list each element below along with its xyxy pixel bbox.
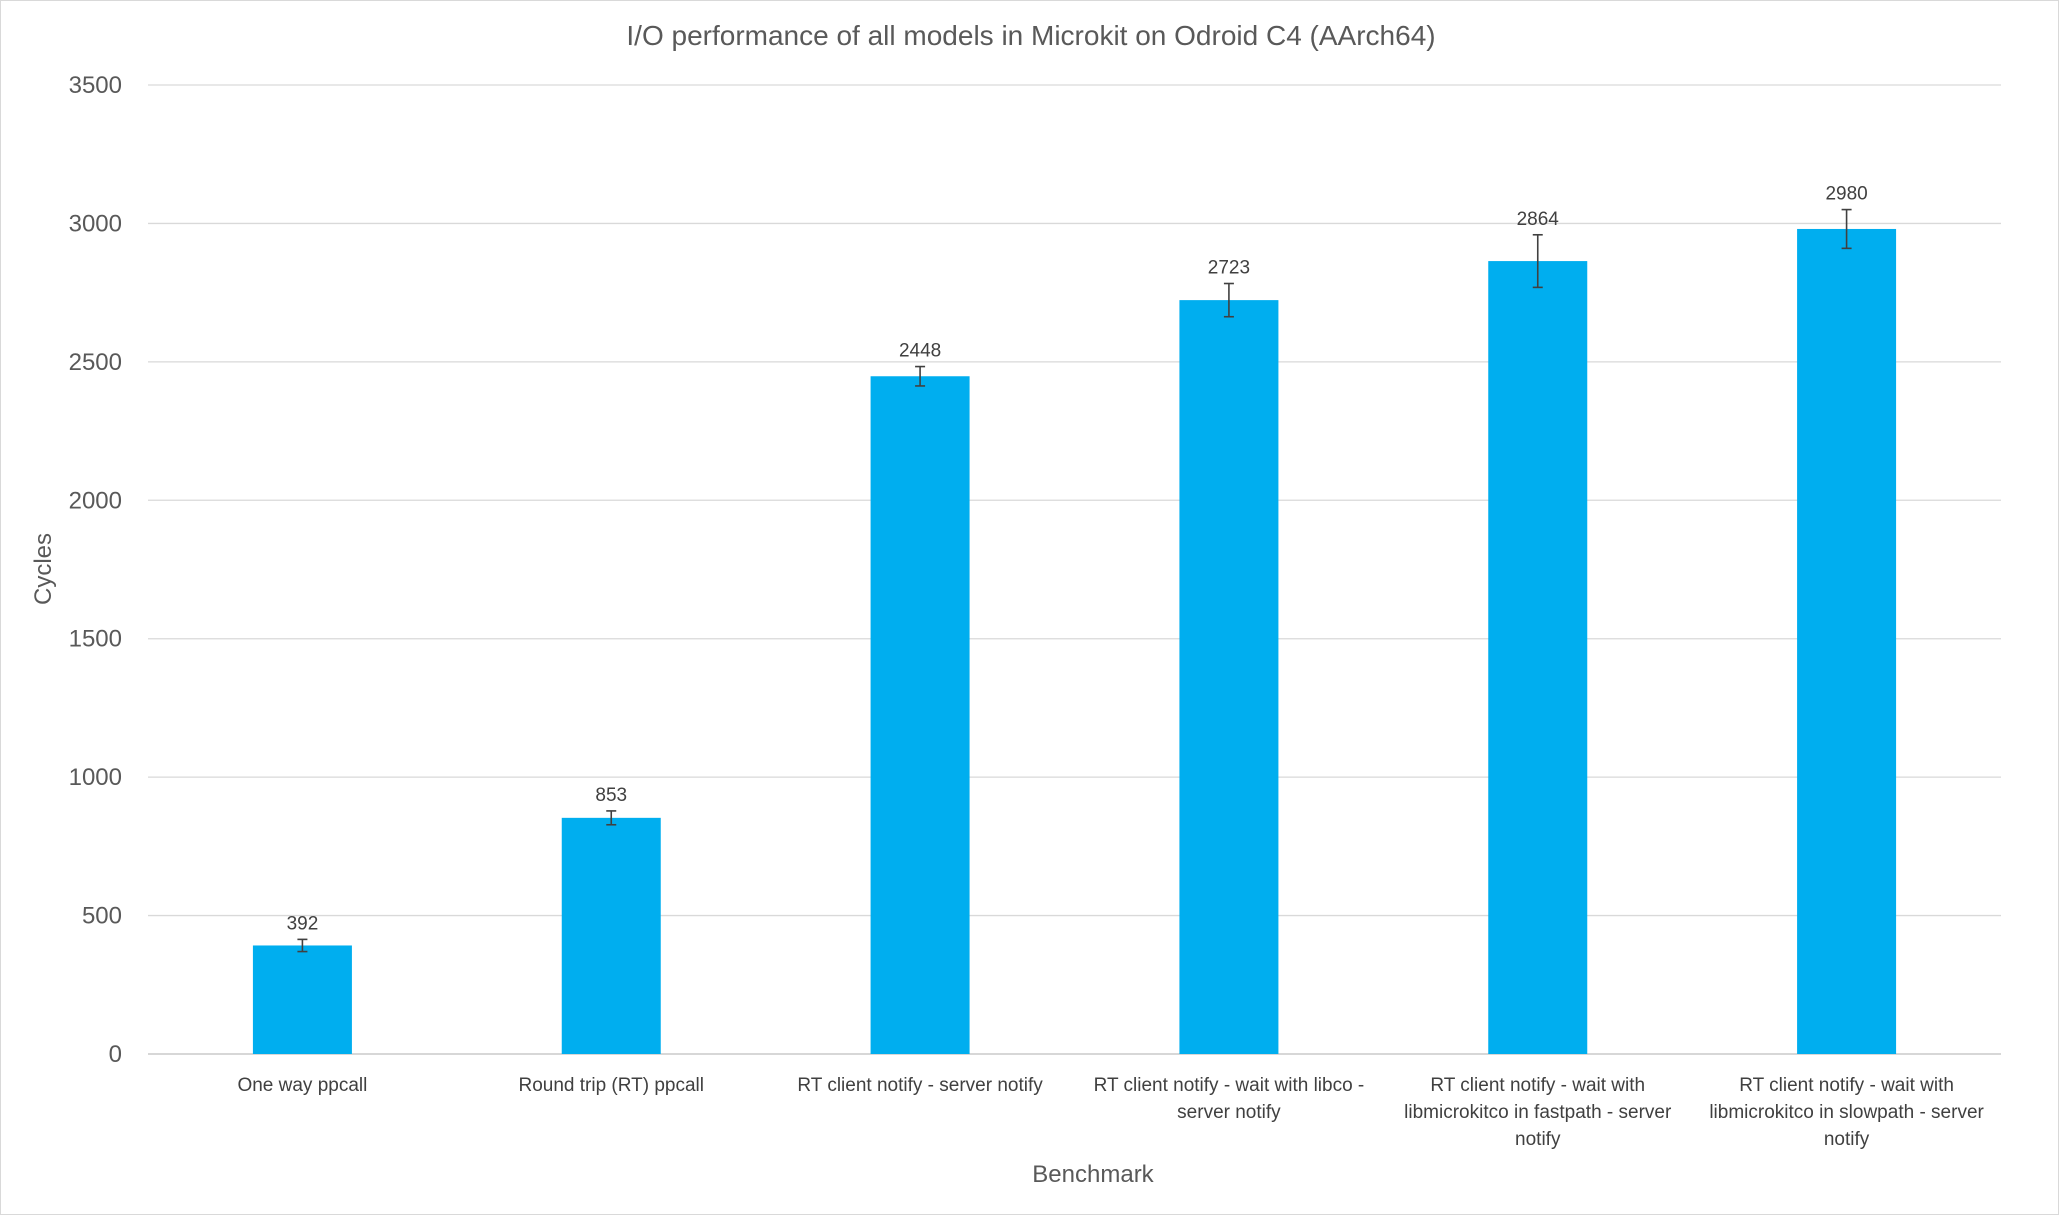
y-tick-label: 3500 [69, 72, 122, 99]
bars [252, 228, 1897, 1055]
y-axis-title: Cycles [30, 533, 57, 605]
y-tick-label: 500 [82, 903, 122, 930]
gridlines [148, 84, 2001, 1055]
error-bar [1841, 208, 1852, 250]
bar [1797, 228, 1897, 1055]
y-tick-label: 1000 [69, 764, 122, 791]
y-tick-label: 2500 [69, 349, 122, 376]
x-tick-label: RT client notify - wait with libmicrokitc… [1709, 1075, 1984, 1150]
data-label: 2723 [1208, 258, 1250, 279]
bar [252, 945, 352, 1054]
bar [1179, 300, 1279, 1054]
data-labels: 392 853 2448 2723 2864 2980 [287, 184, 1868, 935]
data-label: 2980 [1825, 184, 1867, 205]
x-tick-label: Round trip (RT) ppcall [518, 1075, 704, 1096]
error-bar [297, 938, 308, 953]
bar [1488, 261, 1588, 1054]
y-tick-label: 0 [109, 1041, 122, 1068]
error-bar [1223, 282, 1234, 318]
data-label: 853 [595, 785, 627, 806]
y-tick-label: 2000 [69, 487, 122, 514]
y-axis-ticks: 0 500 1000 1500 2000 2500 3000 3500 [69, 72, 122, 1068]
x-axis-ticks: One way ppcall Round trip (RT) ppcall RT c… [237, 1075, 1984, 1150]
x-tick-label: RT client notify - wait with libmicrokitc… [1404, 1075, 1672, 1150]
error-bar [1532, 233, 1543, 289]
x-tick-label: RT client notify - server notify [797, 1075, 1043, 1096]
error-bars [297, 208, 1852, 953]
y-tick-label: 1500 [69, 626, 122, 653]
error-bar [606, 810, 617, 826]
data-label: 2864 [1517, 209, 1560, 230]
data-label: 2448 [899, 341, 941, 362]
bar [870, 376, 970, 1054]
x-axis-title: Benchmark [1032, 1161, 1154, 1188]
x-tick-label: RT client notify - wait with libco -serv… [1094, 1075, 1365, 1123]
x-tick-label: One way ppcall [237, 1075, 367, 1096]
error-bar [915, 365, 926, 387]
data-label: 392 [287, 913, 319, 934]
chart-title: I/O performance of all models in Microki… [626, 20, 1435, 51]
y-tick-label: 3000 [69, 210, 122, 237]
bar [561, 817, 661, 1054]
